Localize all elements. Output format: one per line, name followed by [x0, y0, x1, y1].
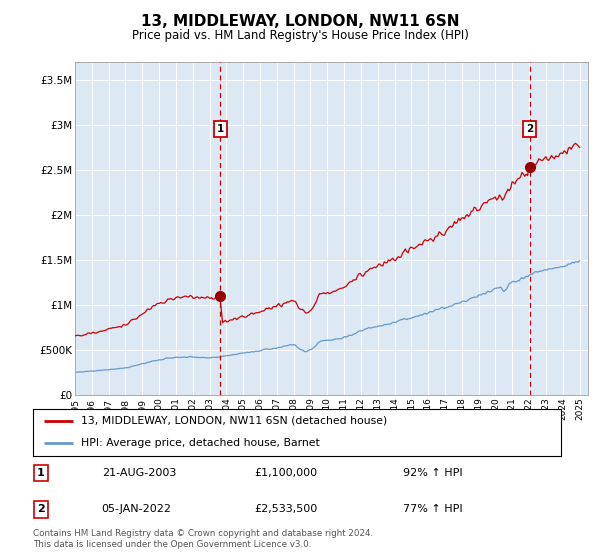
Text: 05-JAN-2022: 05-JAN-2022 [101, 505, 172, 515]
Text: 13, MIDDLEWAY, LONDON, NW11 6SN (detached house): 13, MIDDLEWAY, LONDON, NW11 6SN (detache… [80, 416, 387, 426]
Text: Contains HM Land Registry data © Crown copyright and database right 2024.
This d: Contains HM Land Registry data © Crown c… [33, 529, 373, 549]
Text: Price paid vs. HM Land Registry's House Price Index (HPI): Price paid vs. HM Land Registry's House … [131, 29, 469, 42]
Text: 1: 1 [37, 468, 45, 478]
Text: 2: 2 [37, 505, 45, 515]
Text: 21-AUG-2003: 21-AUG-2003 [101, 468, 176, 478]
Text: £2,533,500: £2,533,500 [255, 505, 318, 515]
Text: 13, MIDDLEWAY, LONDON, NW11 6SN: 13, MIDDLEWAY, LONDON, NW11 6SN [141, 14, 459, 29]
Text: 1: 1 [217, 124, 224, 134]
Text: 92% ↑ HPI: 92% ↑ HPI [403, 468, 462, 478]
Text: 2: 2 [526, 124, 533, 134]
Text: 77% ↑ HPI: 77% ↑ HPI [403, 505, 462, 515]
Text: £1,100,000: £1,100,000 [255, 468, 318, 478]
Text: HPI: Average price, detached house, Barnet: HPI: Average price, detached house, Barn… [80, 438, 319, 448]
